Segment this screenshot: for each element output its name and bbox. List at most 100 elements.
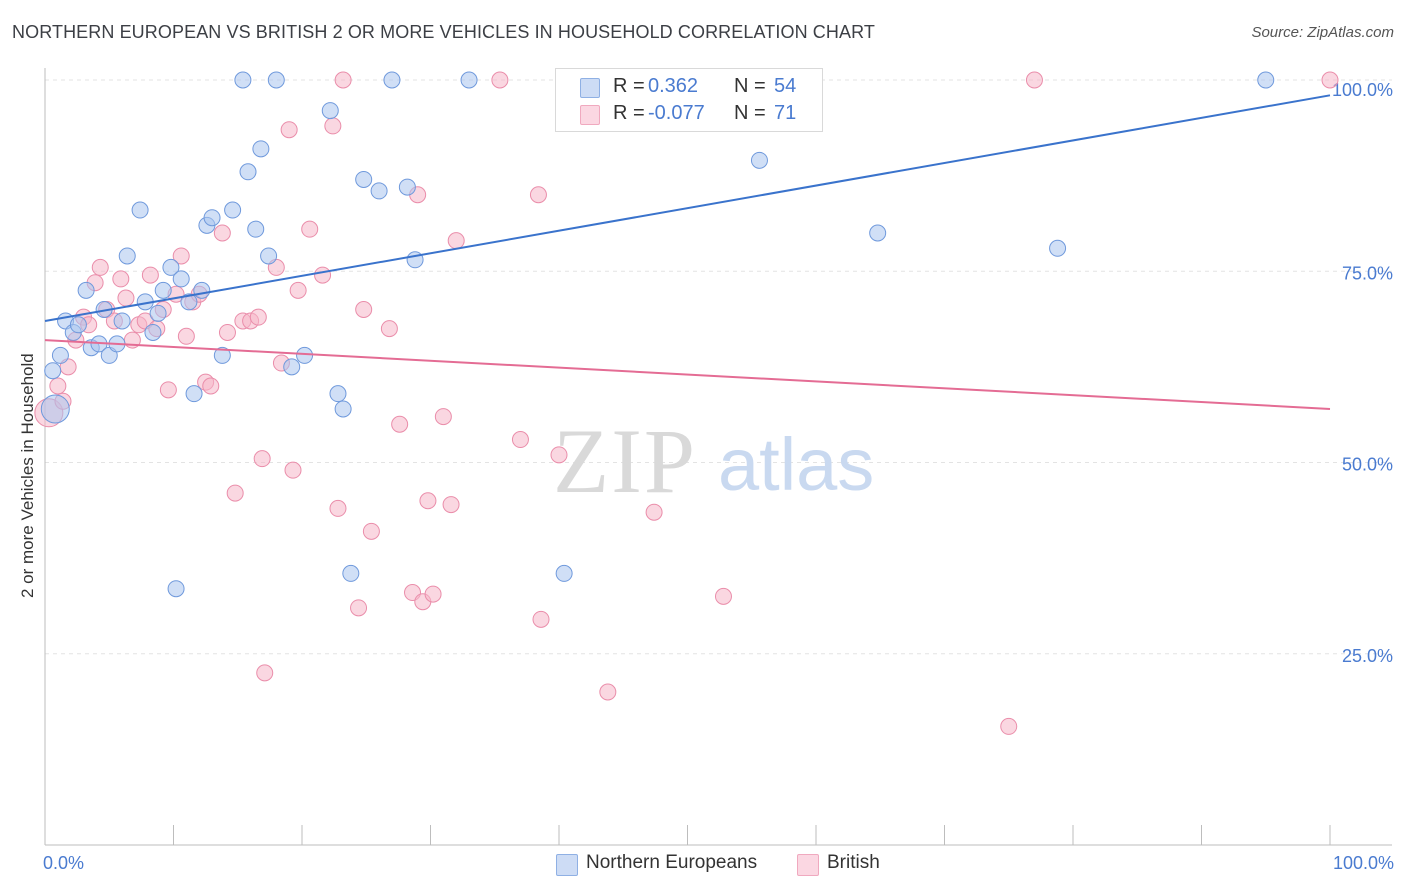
trend-lines — [44, 94, 1331, 410]
legend-swatch-pink — [797, 854, 819, 876]
point-british — [442, 496, 460, 514]
point-british — [253, 450, 271, 468]
point-british — [289, 281, 307, 299]
legend-row-northern-europeans: R = 0.362 N = 54 — [556, 73, 822, 101]
point-british — [1025, 71, 1043, 89]
series-british — [34, 71, 1339, 735]
legend-r-label: R = — [613, 75, 645, 97]
point-northern-european — [118, 247, 136, 265]
point-northern-european — [1257, 71, 1275, 89]
point-northern-european — [1049, 239, 1067, 257]
x-tick-label-end: 100.0% — [1333, 853, 1394, 873]
chart-title: NORTHERN EUROPEAN VS BRITISH 2 OR MORE V… — [12, 22, 875, 42]
trend-line-british — [44, 339, 1331, 410]
point-british — [491, 71, 509, 89]
point-british — [284, 461, 302, 479]
watermark-zip: ZIP — [553, 410, 697, 512]
point-northern-european — [355, 170, 373, 188]
point-northern-european — [154, 281, 172, 299]
point-british — [280, 121, 298, 139]
point-british — [91, 258, 109, 276]
point-british — [434, 408, 452, 426]
point-northern-european — [213, 346, 231, 364]
legend-swatch-blue — [556, 854, 578, 876]
point-northern-european — [260, 247, 278, 265]
point-british — [447, 232, 465, 250]
point-northern-european — [398, 178, 416, 196]
point-northern-european — [252, 140, 270, 158]
point-northern-european — [750, 151, 768, 169]
point-british — [1000, 717, 1018, 735]
point-northern-european — [321, 102, 339, 120]
y-tick-label: 100.0% — [1332, 80, 1393, 100]
point-northern-european — [247, 220, 265, 238]
point-northern-european — [283, 358, 301, 376]
point-british — [256, 664, 274, 682]
trend-line-northern-europeans — [44, 94, 1331, 322]
point-british — [714, 587, 732, 605]
legend-r-value: -0.077 — [648, 102, 705, 124]
point-british — [391, 415, 409, 433]
point-british — [350, 599, 368, 617]
point-british — [529, 186, 547, 204]
point-british — [355, 301, 373, 318]
point-northern-european — [113, 312, 131, 330]
point-northern-european — [869, 224, 887, 242]
point-northern-european — [180, 293, 198, 311]
axes — [44, 68, 1392, 846]
point-northern-european — [69, 316, 87, 334]
point-northern-european — [329, 385, 347, 403]
y-tick-label: 75.0% — [1342, 263, 1393, 283]
point-northern-european — [144, 323, 162, 341]
point-northern-european — [203, 209, 221, 227]
point-british — [202, 377, 220, 395]
point-northern-european — [51, 346, 69, 364]
point-british — [213, 224, 231, 242]
legend-n-label: N = — [734, 75, 766, 97]
point-british — [141, 266, 159, 284]
point-british — [226, 484, 244, 502]
point-northern-european — [185, 385, 203, 403]
point-british — [172, 247, 190, 265]
point-northern-european — [162, 258, 180, 276]
point-northern-european — [342, 564, 360, 582]
point-northern-european — [334, 400, 352, 418]
point-british — [49, 377, 67, 395]
point-northern-european — [383, 71, 401, 89]
legend-label: Northern Europeans — [586, 852, 758, 873]
x-tick-label-start: 0.0% — [43, 853, 84, 873]
y-axis-label: 2 or more Vehicles in Household — [18, 353, 37, 598]
legend-n-label: N = — [734, 102, 766, 124]
point-northern-european — [234, 71, 252, 89]
point-british — [177, 327, 195, 345]
legend-n-value: 54 — [774, 75, 797, 97]
point-northern-european — [460, 71, 478, 89]
legend-n-value: 71 — [774, 102, 797, 124]
point-northern-european — [224, 201, 242, 219]
point-northern-european — [44, 362, 62, 380]
legend-row-british: R = -0.077 N = 71 — [556, 100, 822, 128]
point-northern-european — [296, 346, 314, 364]
point-northern-european — [40, 394, 70, 424]
point-british — [117, 289, 135, 307]
legend-r-value: 0.362 — [648, 75, 699, 97]
point-british — [419, 492, 437, 510]
point-british — [1321, 71, 1339, 89]
point-british — [362, 522, 380, 540]
axis-ticks: 25.0% 50.0% 75.0% 100.0% 0.0% 100.0% — [43, 80, 1394, 873]
point-british — [314, 266, 332, 284]
point-british — [218, 323, 236, 341]
point-british — [334, 71, 352, 89]
point-british — [645, 503, 663, 521]
y-tick-label: 25.0% — [1342, 646, 1393, 666]
legend-label: British — [827, 852, 880, 873]
point-northern-european — [131, 201, 149, 219]
point-british — [511, 431, 529, 449]
point-british — [249, 308, 267, 326]
watermark: ZIP atlas — [553, 410, 874, 512]
point-british — [329, 499, 347, 517]
source-credit: Source: ZipAtlas.com — [1251, 24, 1394, 41]
point-british — [599, 683, 617, 701]
point-british — [159, 381, 177, 399]
